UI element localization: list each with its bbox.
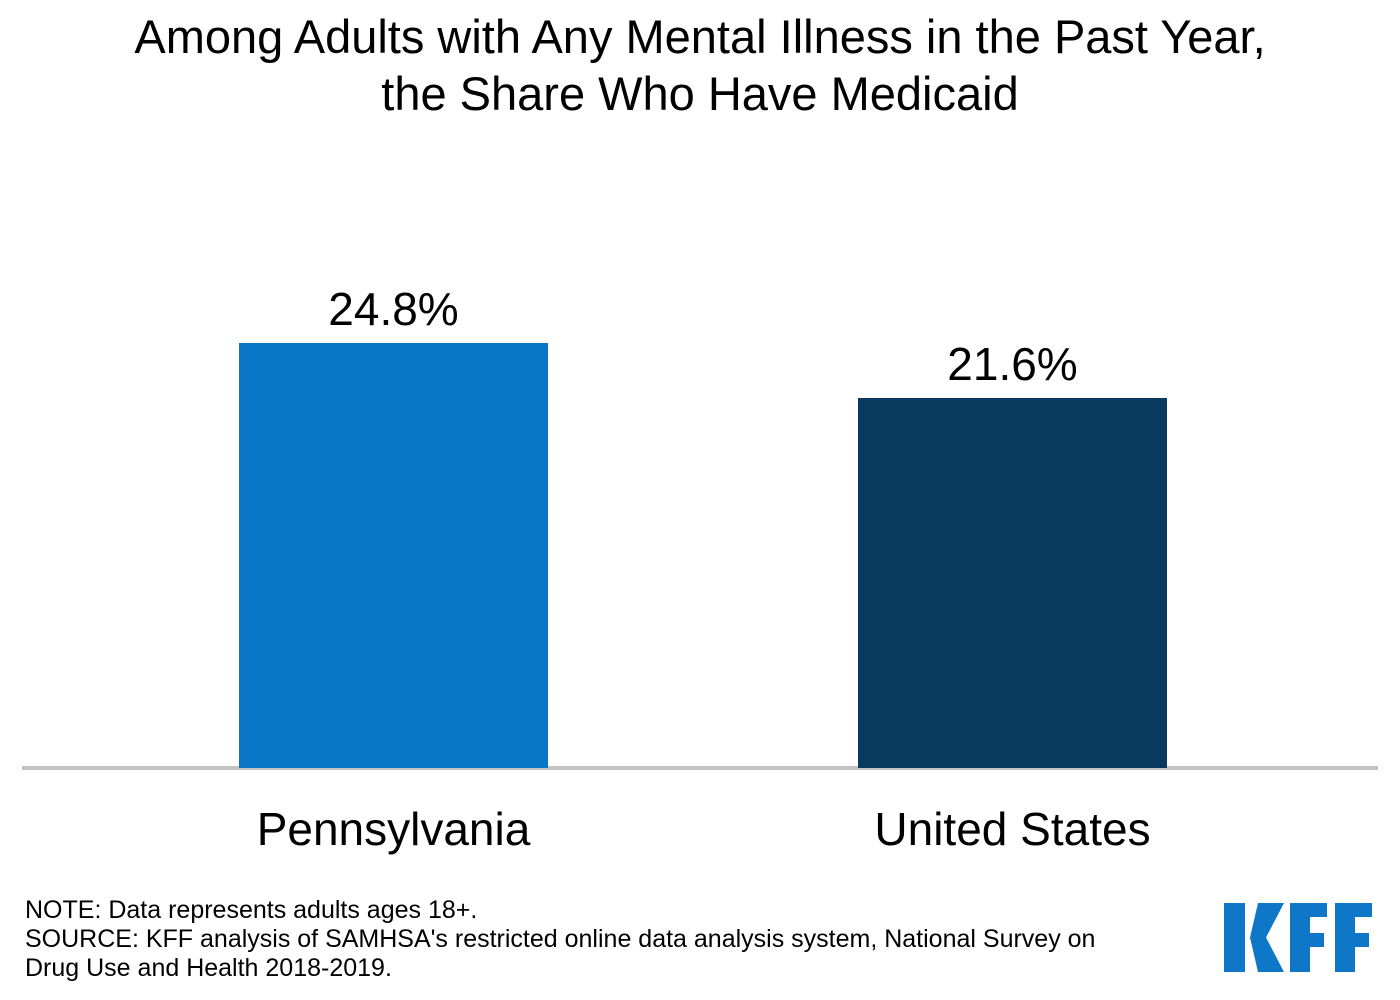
kff-logo-letter-f2 <box>1335 903 1372 972</box>
kff-logo-letter-f1 <box>1290 903 1327 972</box>
kff-logo-letter-k <box>1224 903 1284 972</box>
category-label-united-states: United States <box>874 803 1151 855</box>
bar-pennsylvania <box>239 343 548 768</box>
chart-title: Among Adults with Any Mental Illness in … <box>134 10 1266 120</box>
bar-united-states <box>858 398 1167 768</box>
note-text: NOTE: Data represents adults ages 18+. <box>25 896 478 924</box>
value-label-pennsylvania: 24.8% <box>328 283 459 335</box>
value-label-united-states: 21.6% <box>947 338 1078 390</box>
source-text: SOURCE: KFF analysis of SAMHSA's restric… <box>25 925 1096 982</box>
bar-group-united-states: 21.6% <box>858 338 1167 768</box>
x-axis-line <box>22 766 1378 770</box>
bar-group-pennsylvania: 24.8% <box>239 283 548 768</box>
category-label-pennsylvania: Pennsylvania <box>256 803 531 855</box>
footer: NOTE: Data represents adults ages 18+. S… <box>25 896 1105 983</box>
kff-logo <box>1224 903 1372 972</box>
